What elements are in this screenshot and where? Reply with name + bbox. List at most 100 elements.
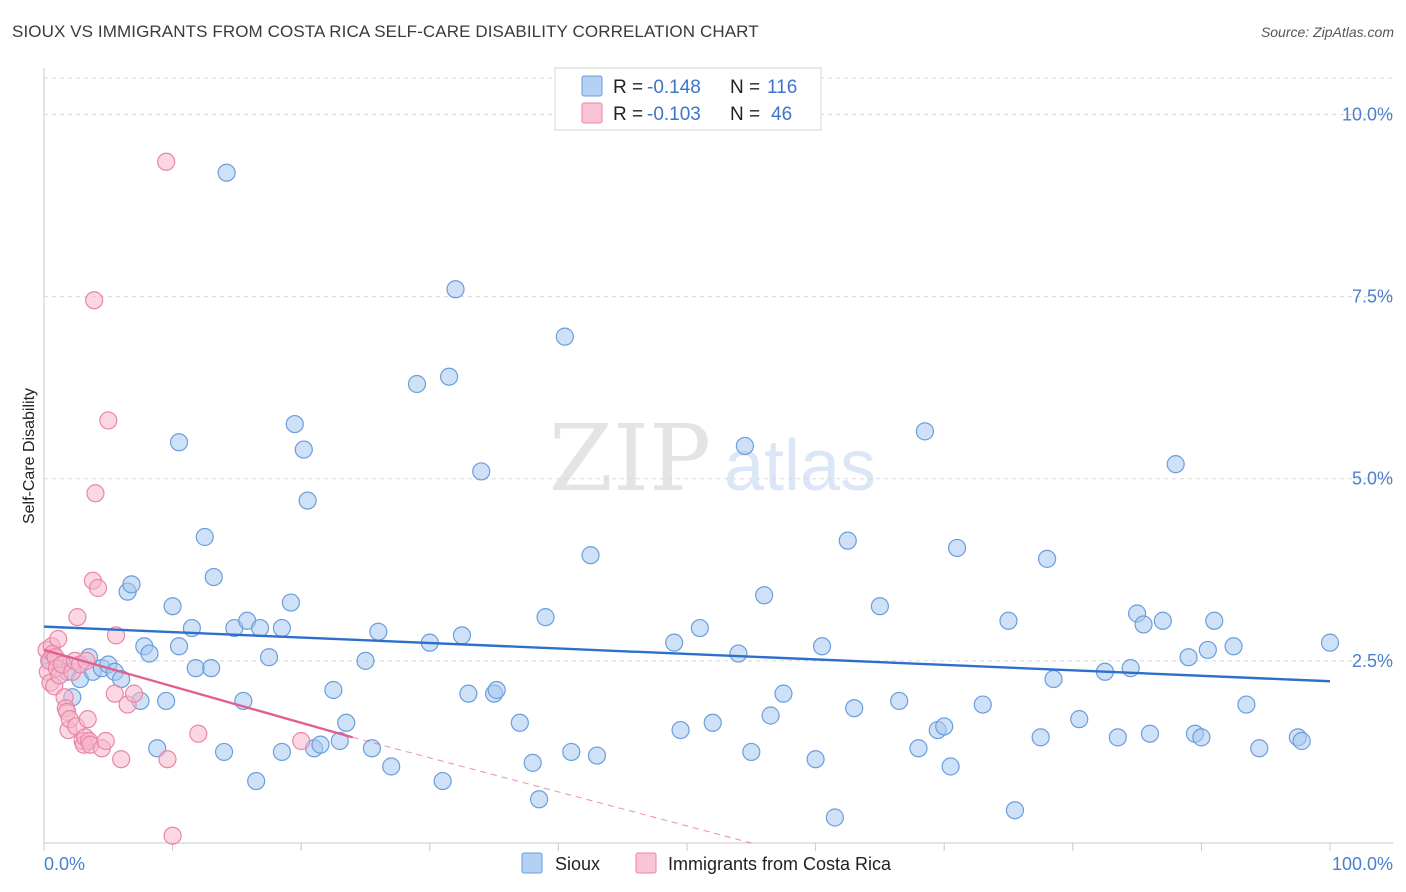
sioux-point	[1005, 801, 1025, 820]
costa-rica-point	[292, 731, 311, 751]
sioux-point	[1179, 648, 1198, 667]
sioux-point	[140, 644, 159, 663]
gridlines	[44, 77, 1393, 662]
sioux-point	[1320, 633, 1340, 652]
costa-rica-point	[157, 152, 176, 171]
sioux-point	[285, 414, 304, 434]
sioux-point	[298, 491, 317, 510]
costa-rica-point	[68, 608, 87, 627]
sioux-point	[1031, 728, 1050, 747]
sioux-point	[1224, 637, 1243, 656]
sioux-point	[247, 771, 266, 791]
sioux-point	[459, 684, 478, 703]
sioux-point	[1070, 710, 1089, 729]
sioux-point	[890, 691, 909, 711]
sioux-point	[690, 618, 709, 638]
sioux-point	[433, 771, 452, 791]
sioux-point	[909, 739, 928, 758]
sioux-point	[311, 735, 330, 754]
costa-rica-point	[88, 578, 108, 598]
sioux-point	[1166, 455, 1185, 474]
bottom-legend-swatch-costa-rica	[635, 852, 657, 874]
sioux-point	[870, 597, 890, 616]
sioux-point	[369, 622, 388, 641]
sioux-point	[217, 163, 236, 182]
sioux-point	[999, 611, 1018, 630]
x-tick-label-max: 100.0%	[1332, 854, 1393, 874]
sioux-point	[272, 618, 292, 638]
sioux-point	[1250, 739, 1269, 758]
sioux-point	[665, 633, 684, 652]
sioux-point	[259, 648, 279, 667]
costa-rica-point	[112, 750, 131, 769]
sioux-point	[947, 538, 967, 558]
legend-n-value-costa-rica: 46	[771, 104, 792, 125]
sioux-point	[915, 422, 935, 441]
source-label: Source: ZipAtlas.com	[1260, 24, 1394, 40]
y-tick-label: 7.5%	[1352, 287, 1393, 307]
y-tick-label: 2.5%	[1352, 651, 1393, 671]
sioux-point	[1153, 611, 1172, 630]
correlation-legend: R = -0.148 N = 116 R = -0.103 N = 46	[554, 67, 822, 131]
sioux-point	[163, 597, 182, 616]
sioux-point	[703, 713, 722, 732]
sioux-point	[324, 680, 343, 700]
sioux-point	[382, 757, 401, 776]
sioux-point	[587, 746, 607, 765]
sioux-point	[122, 575, 141, 594]
sioux-point	[774, 684, 793, 703]
sioux-point	[487, 680, 506, 700]
bottom-legend-swatch-sioux	[521, 852, 543, 874]
sioux-point	[555, 327, 574, 346]
sioux-point	[742, 742, 761, 762]
sioux-point	[1044, 669, 1063, 689]
y-tick-labels: 2.5% 5.0% 7.5% 10.0%	[1342, 104, 1393, 670]
sioux-point	[755, 586, 774, 605]
costa-rica-point	[49, 629, 68, 649]
legend-r-value-costa-rica: -0.103	[647, 104, 701, 125]
sioux-point	[1198, 640, 1217, 660]
legend-n-label-1: N =	[730, 77, 760, 98]
sioux-point	[281, 593, 301, 612]
sioux-point	[439, 367, 459, 386]
x-tick-label-min: 0.0%	[44, 854, 85, 874]
sioux-point	[446, 280, 465, 299]
sioux-point	[562, 742, 581, 762]
sioux-point	[1037, 549, 1057, 568]
sioux-point	[1134, 615, 1153, 634]
sioux-point	[195, 527, 214, 547]
series-legend: Sioux Immigrants from Costa Rica	[521, 852, 892, 874]
sioux-point	[845, 699, 864, 718]
sioux-point	[202, 659, 221, 678]
sioux-point	[761, 706, 780, 725]
sioux-point	[1140, 724, 1160, 743]
costa-rica-point	[158, 750, 177, 769]
watermark-zip: ZIP	[549, 405, 711, 512]
sioux-point	[825, 808, 844, 827]
sioux-point	[452, 626, 472, 645]
trend-lines	[43, 625, 1331, 844]
legend-n-label-2: N =	[730, 104, 760, 125]
legend-r-label-1: R =	[613, 77, 643, 98]
chart-title: SIOUX VS IMMIGRANTS FROM COSTA RICA SELF…	[12, 22, 759, 41]
sioux-point	[1237, 695, 1256, 714]
sioux-point	[250, 618, 270, 638]
sioux-point	[973, 695, 992, 714]
sioux-point	[1108, 728, 1127, 747]
costa-rica-point	[99, 411, 118, 430]
bottom-legend-label-costa-rica: Immigrants from Costa Rica	[668, 854, 892, 874]
sioux-point	[838, 531, 857, 550]
sioux-point	[523, 753, 542, 772]
costa-rica-point	[124, 684, 144, 703]
sioux-point	[510, 713, 529, 732]
legend-swatch-sioux	[581, 75, 603, 97]
sioux-point	[272, 742, 292, 762]
legend-swatch-costa-rica	[581, 102, 603, 124]
axes	[43, 68, 1393, 851]
sioux-point	[812, 637, 832, 656]
sioux-point	[941, 757, 960, 776]
sioux-point	[362, 739, 382, 758]
sioux-point	[530, 790, 549, 809]
legend-n-value-sioux: 116	[767, 77, 797, 98]
